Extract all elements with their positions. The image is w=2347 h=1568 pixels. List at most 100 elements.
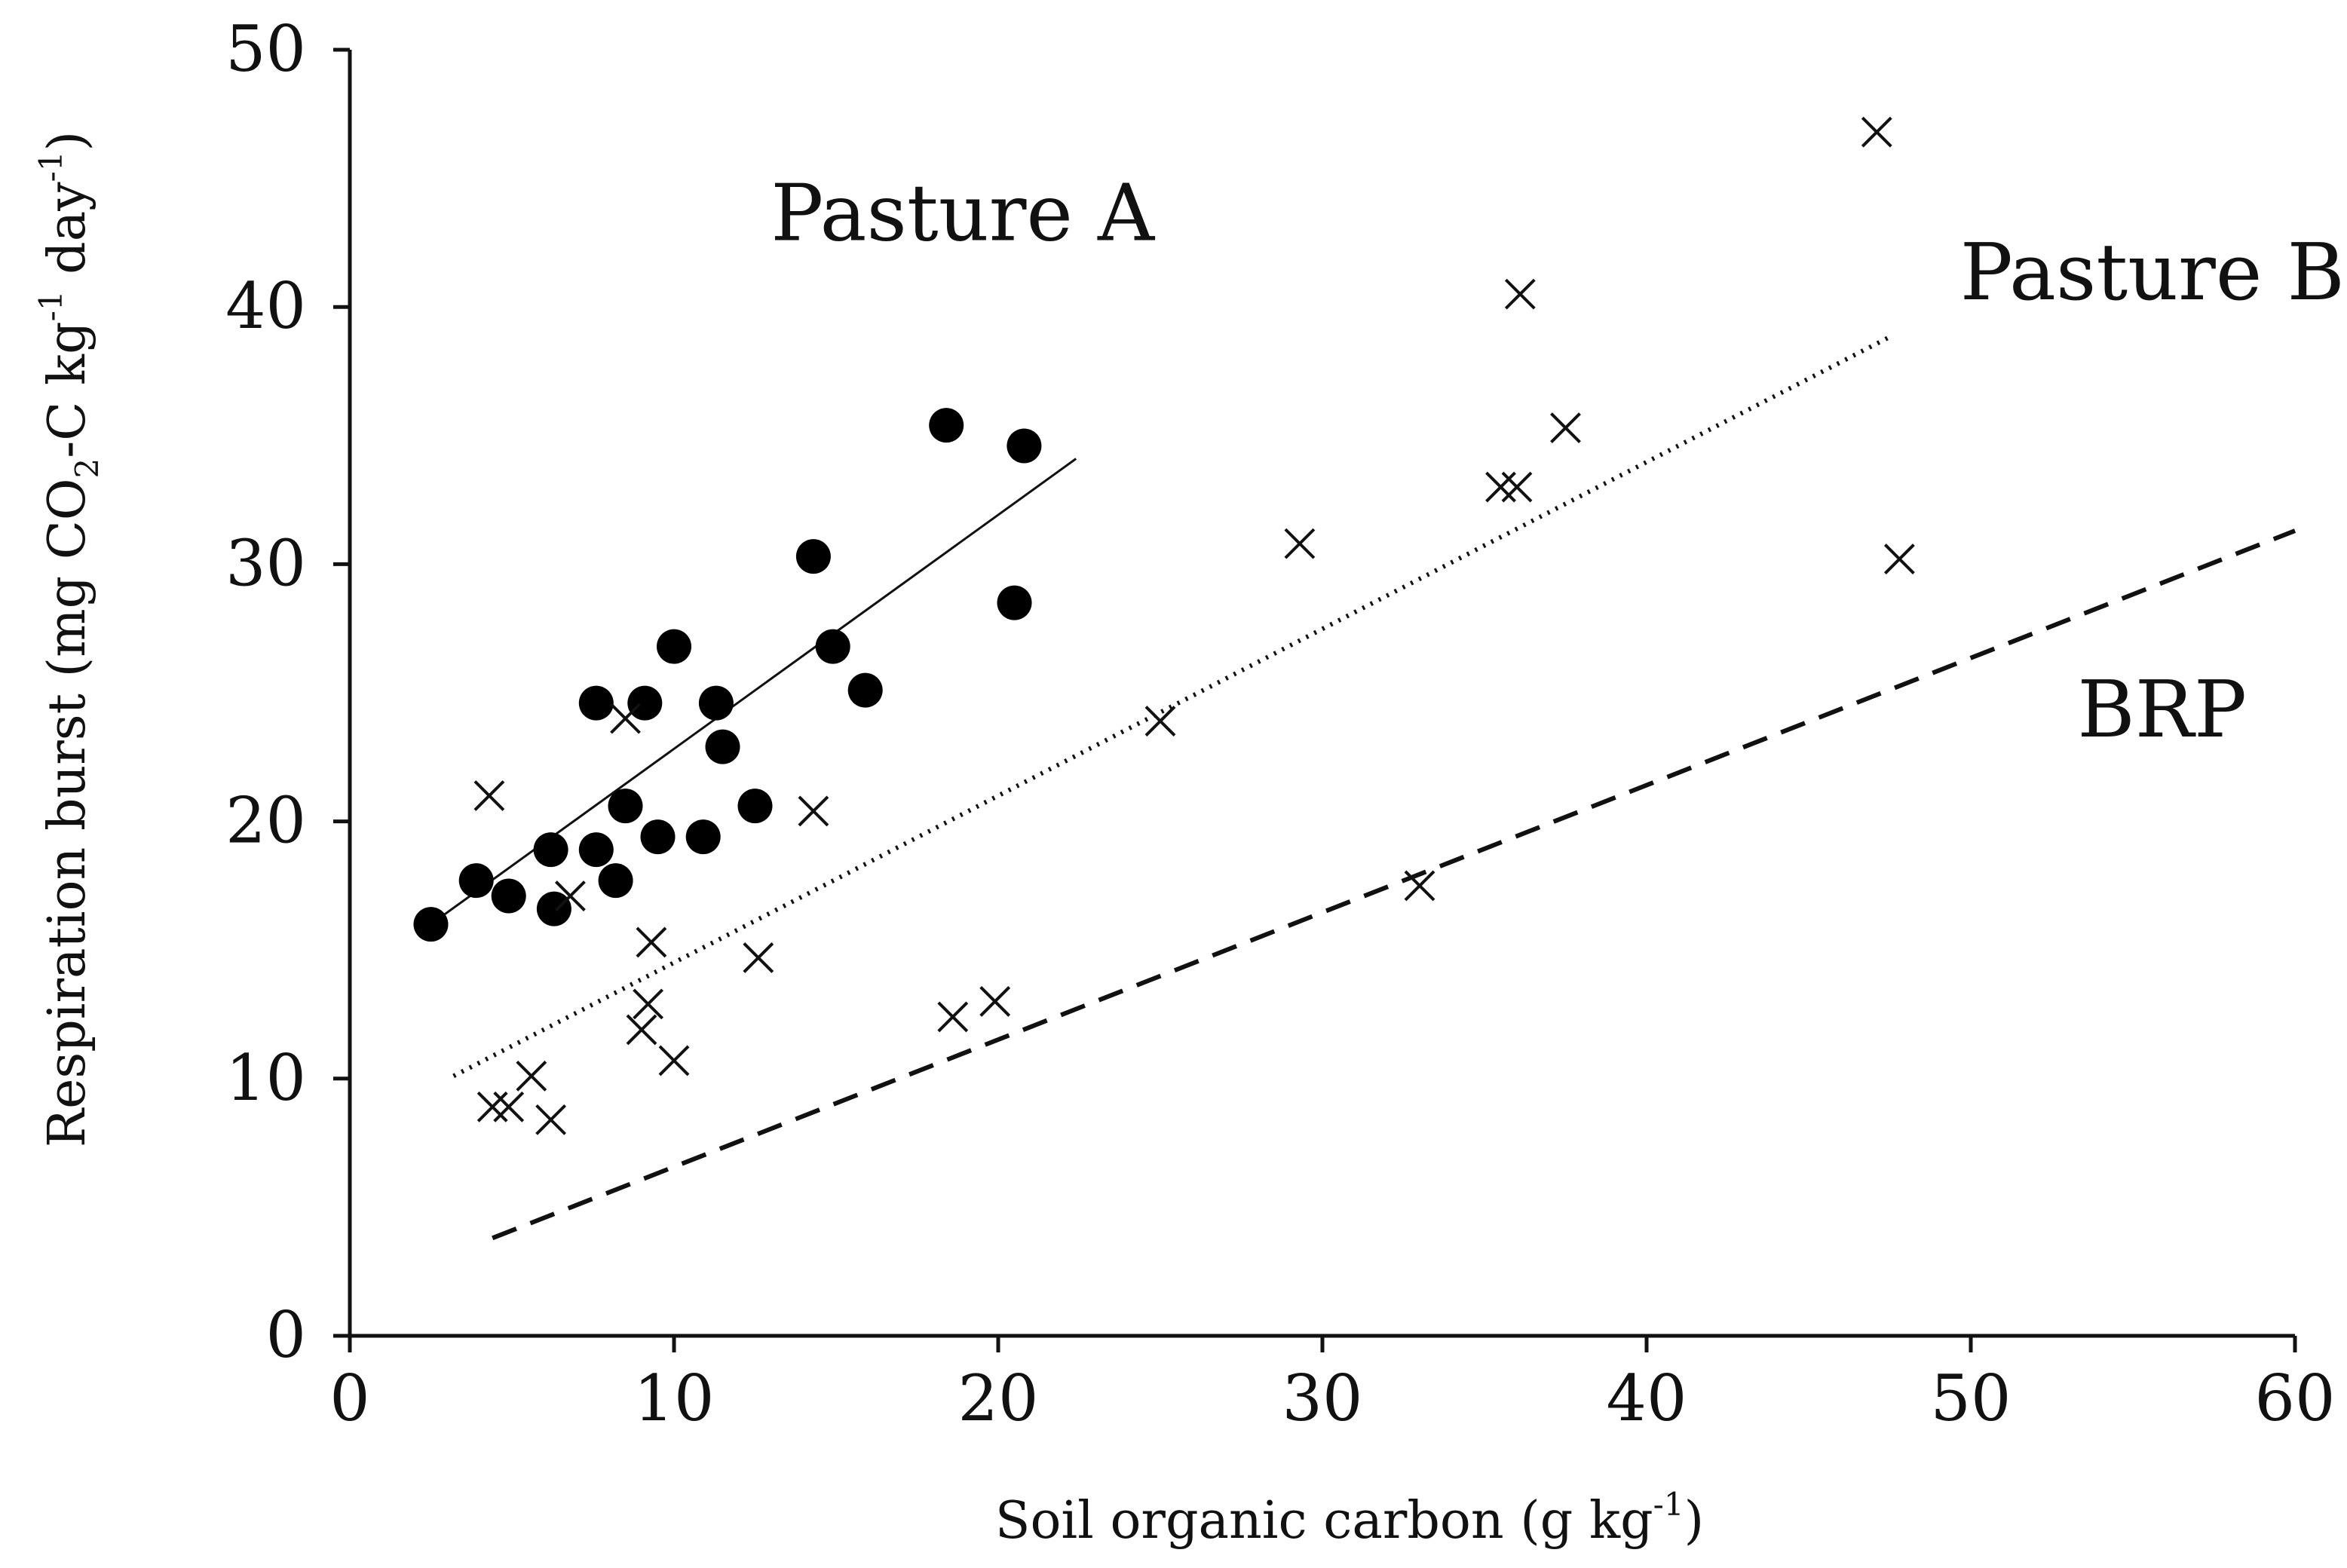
pasture-b-point <box>516 1060 547 1092</box>
pasture-b-point-stroke <box>1501 471 1533 503</box>
pasture-b-point-stroke <box>535 1104 567 1135</box>
pasture-b-point-stroke <box>626 1014 657 1046</box>
pasture-a-point <box>685 819 721 855</box>
x-axis-title-suffix: ) <box>1684 1491 1705 1551</box>
pasture-b-point <box>626 1014 657 1046</box>
pasture-b-point <box>610 703 641 734</box>
pasture-b-point <box>743 942 774 973</box>
pasture-b-point <box>554 880 586 911</box>
y-axis-title-suffix: ) <box>38 131 97 152</box>
pasture-a-point <box>578 685 614 721</box>
x-tick-label: 40 <box>1607 1361 1687 1435</box>
y-axis-title-day: day <box>38 182 97 291</box>
pasture-b-point-stroke <box>516 1060 547 1092</box>
pasture-b-point-stroke <box>937 1001 969 1033</box>
pasture-b-point-stroke <box>554 880 586 911</box>
pasture-b-point-stroke <box>476 1091 508 1122</box>
y-tick-label: 0 <box>266 1298 306 1372</box>
pasture-b-point <box>493 1091 525 1122</box>
x-tick-label: 20 <box>958 1361 1039 1435</box>
y-tick-label: 20 <box>225 784 306 858</box>
y-tick-label: 40 <box>225 269 306 343</box>
pasture-a-point <box>698 685 734 721</box>
pasture-b-point <box>937 1001 969 1033</box>
pasture-b-point-stroke <box>1404 870 1435 902</box>
pasture-a-point <box>657 629 691 664</box>
pasture-b-point-stroke <box>493 1091 525 1122</box>
fit-line-dotted <box>452 333 1895 1079</box>
pasture-b-point <box>1504 278 1536 310</box>
pasture-b-point-stroke <box>1284 528 1316 559</box>
pasture-b-point-stroke <box>1144 706 1176 737</box>
pasture-a-point <box>847 672 883 708</box>
pasture-b-point-stroke <box>633 988 664 1020</box>
y-axis-title-middle: -C kg <box>38 321 97 458</box>
pasture-b-point <box>979 986 1011 1017</box>
pasture-b-point-stroke <box>979 986 1011 1017</box>
data-points <box>413 116 1915 1135</box>
pasture-b-point-stroke <box>658 1045 690 1076</box>
pasture-b-point <box>1861 116 1892 148</box>
series-label: BRP <box>2077 663 2247 755</box>
x-axis-title: Soil organic carbon (g kg-1) <box>995 1486 1704 1551</box>
pasture-b-point-stroke <box>1861 116 1892 148</box>
pasture-b-point-stroke <box>636 926 667 958</box>
y-axis-title: Respiration burst (mg CO2-C kg-1 day-1) <box>32 131 106 1147</box>
pasture-a-point <box>608 789 643 824</box>
pasture-b-point-stroke <box>798 795 829 827</box>
pasture-a-point <box>413 907 449 942</box>
pasture-a-point <box>458 863 494 899</box>
pasture-b-point <box>636 926 667 958</box>
pasture-b-point <box>1144 706 1176 737</box>
pasture-b-point <box>658 1045 690 1076</box>
pasture-b-point <box>798 795 829 827</box>
pasture-b-point <box>473 780 505 811</box>
series-label: Pasture A <box>771 167 1156 259</box>
x-axis-title-superscript: -1 <box>1653 1486 1684 1523</box>
pasture-a-point <box>536 891 571 926</box>
x-tick-label: 50 <box>1931 1361 2011 1435</box>
pasture-b-point <box>1501 471 1533 503</box>
pasture-b-point <box>633 988 664 1020</box>
y-axis-title-superscript-2: -1 <box>32 151 69 182</box>
axis-ticks: 0 10 20 30 40 50 60 0 10 20 30 40 50 <box>225 12 2335 1435</box>
pasture-b-point-stroke <box>1504 278 1536 310</box>
pasture-a-point <box>533 832 568 868</box>
x-tick-label: 10 <box>634 1361 715 1435</box>
pasture-a-point <box>640 819 676 855</box>
pasture-b-point <box>1550 412 1581 443</box>
pasture-a-point <box>627 685 663 721</box>
y-axis-title-subscript: 2 <box>69 458 106 479</box>
pasture-a-point <box>705 729 740 764</box>
y-tick-label: 10 <box>225 1041 306 1115</box>
pasture-b-point <box>1485 471 1516 503</box>
pasture-b-point-stroke <box>1883 544 1915 574</box>
y-axis-title-text: Respiration burst (mg CO <box>38 478 97 1147</box>
pasture-a-point <box>795 539 831 574</box>
pasture-a-point <box>1007 428 1042 464</box>
pasture-a-point <box>815 629 850 664</box>
pasture-b-point <box>1883 544 1915 574</box>
pasture-a-point <box>997 585 1032 620</box>
x-tick-label: 30 <box>1282 1361 1363 1435</box>
y-tick-label: 50 <box>225 12 306 86</box>
pasture-b-point-stroke <box>473 780 505 811</box>
y-tick-label: 30 <box>225 526 306 600</box>
pasture-a-point <box>737 789 773 824</box>
series-labels: Pasture A Pasture B BRP <box>771 167 2345 755</box>
pasture-a-point <box>578 832 614 868</box>
pasture-b-point <box>476 1091 508 1122</box>
pasture-b-point <box>1284 528 1316 559</box>
pasture-b-point-stroke <box>1485 471 1516 503</box>
pasture-b-point <box>1404 870 1435 902</box>
pasture-a-point <box>491 878 526 914</box>
pasture-b-point-stroke <box>743 942 774 973</box>
pasture-b-point-stroke <box>1550 412 1581 443</box>
pasture-a-point <box>598 863 633 899</box>
x-axis-title-text: Soil organic carbon (g kg <box>995 1491 1653 1551</box>
series-label: Pasture B <box>1960 226 2345 318</box>
y-axis-title-superscript-1: -1 <box>32 290 69 321</box>
pasture-a-point <box>929 408 964 443</box>
